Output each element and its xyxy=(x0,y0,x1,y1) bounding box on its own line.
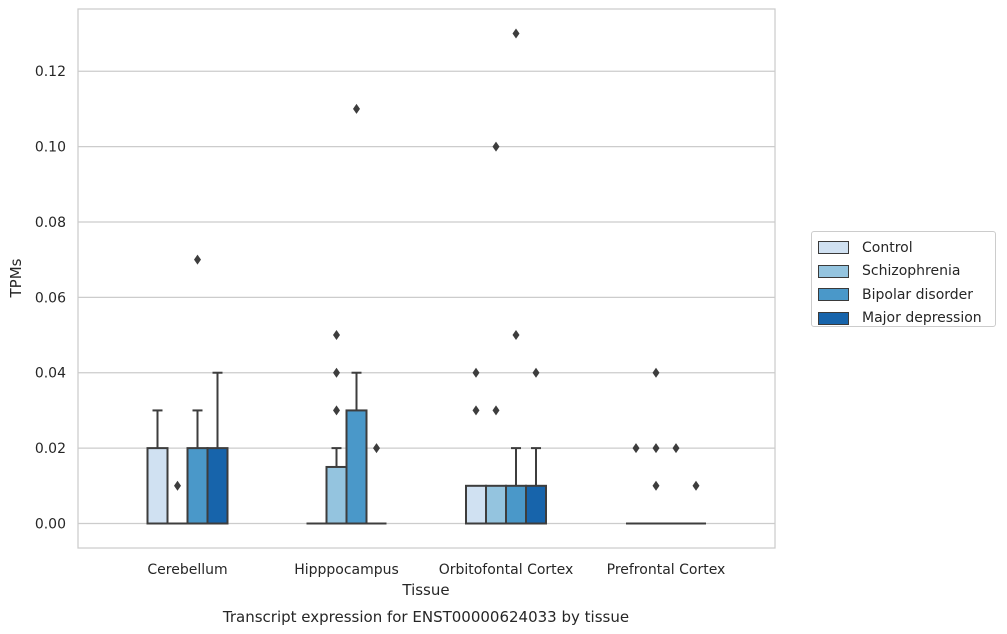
outlier-point xyxy=(632,443,640,454)
outlier-point xyxy=(333,367,340,378)
outlier-point xyxy=(692,480,700,491)
box-iqr xyxy=(485,484,507,525)
y-tick-label: 0.06 xyxy=(35,290,66,306)
outlier-point xyxy=(373,443,380,454)
box-iqr xyxy=(186,447,209,525)
legend-item-control: Control xyxy=(818,236,995,260)
chart-title: Transcript expression for ENST0000062403… xyxy=(222,608,629,626)
legend-label-bipolar-disorder: Bipolar disorder xyxy=(862,286,974,303)
outlier-point xyxy=(492,141,500,152)
box-schizophrenia xyxy=(485,141,507,525)
box-iqr xyxy=(325,465,348,525)
box-iqr xyxy=(206,447,229,525)
box-major-depression xyxy=(206,371,229,525)
y-axis-ticks: 0.00 0.02 0.04 0.06 0.08 0.10 0.12 xyxy=(35,64,66,532)
box-schizophrenia xyxy=(167,480,188,525)
box-iqr xyxy=(525,484,547,525)
plot-area-frame xyxy=(77,8,776,549)
gridlines xyxy=(78,70,775,525)
y-axis-label: TPMs xyxy=(7,258,25,298)
y-tick-label: 0.02 xyxy=(35,441,66,457)
legend-swatch-bipolar-disorder xyxy=(818,288,849,302)
y-tick-label: 0.10 xyxy=(35,140,66,156)
box-bipolar-disorder xyxy=(345,103,368,525)
x-tick-label: Orbitofontal Cortex xyxy=(439,562,574,578)
y-tick-label: 0.12 xyxy=(35,64,66,80)
legend-swatch-control xyxy=(818,241,849,255)
outlier-point xyxy=(512,28,520,39)
y-tick-label: 0.08 xyxy=(35,215,66,231)
box-schizophrenia xyxy=(325,330,348,525)
legend: Control Schizophrenia Bipolar disorder M… xyxy=(811,231,996,327)
legend-swatch-schizophrenia xyxy=(818,264,849,278)
box-iqr xyxy=(345,409,368,525)
box-major-depression xyxy=(525,367,547,525)
x-axis-label: Tissue xyxy=(401,581,449,599)
box-major-depression xyxy=(686,480,706,525)
legend-item-bipolar-disorder: Bipolar disorder xyxy=(818,283,995,307)
y-tick-label: 0.04 xyxy=(35,366,66,382)
outlier-point xyxy=(353,103,360,114)
box-control xyxy=(146,409,169,525)
legend-label-major-depression: Major depression xyxy=(862,310,982,327)
outlier-point xyxy=(652,443,660,454)
outlier-point xyxy=(194,254,201,265)
outlier-point xyxy=(333,330,340,341)
box-iqr xyxy=(465,484,487,525)
x-axis-ticks: Cerebellum Hipppocampus Orbitofontal Corte… xyxy=(147,562,725,578)
box-bipolar-disorder xyxy=(666,443,686,525)
legend-label-control: Control xyxy=(862,239,913,256)
box-iqr xyxy=(146,447,169,525)
y-tick-label: 0.00 xyxy=(35,517,66,533)
legend-swatch-major-depression xyxy=(818,311,849,325)
outlier-point xyxy=(652,480,660,491)
box-major-depression xyxy=(366,443,387,525)
box-schizophrenia xyxy=(646,367,666,525)
outlier-point xyxy=(333,405,340,416)
outlier-point xyxy=(472,405,480,416)
outlier-point xyxy=(672,443,680,454)
outlier-point xyxy=(652,367,660,378)
outlier-point xyxy=(512,330,520,341)
box-bipolar-disorder xyxy=(186,254,209,525)
outlier-point xyxy=(174,480,181,491)
box-bipolar-disorder xyxy=(505,28,527,525)
x-tick-label: Prefrontal Cortex xyxy=(607,562,726,578)
legend-label-schizophrenia: Schizophrenia xyxy=(862,263,961,280)
x-tick-label: Cerebellum xyxy=(147,562,227,578)
chart-marks xyxy=(146,28,706,525)
outlier-point xyxy=(532,367,540,378)
box-iqr xyxy=(505,484,527,525)
box-control xyxy=(465,367,487,525)
box-control xyxy=(626,443,646,525)
x-tick-label: Hipppocampus xyxy=(294,562,399,578)
legend-item-schizophrenia: Schizophrenia xyxy=(818,260,995,284)
outlier-point xyxy=(472,367,480,378)
legend-item-major-depression: Major depression xyxy=(818,307,995,331)
outlier-point xyxy=(492,405,500,416)
